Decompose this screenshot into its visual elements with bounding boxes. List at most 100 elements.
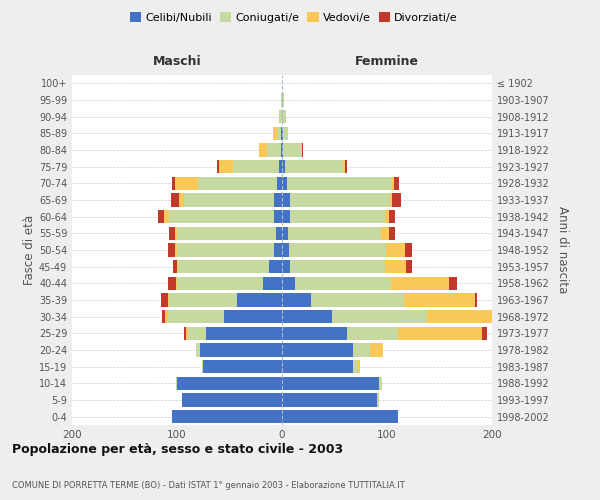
Bar xyxy=(282,176,287,190)
Bar xyxy=(282,310,332,324)
Bar xyxy=(282,94,284,106)
Bar xyxy=(184,194,274,206)
Bar xyxy=(370,344,383,356)
Bar xyxy=(482,326,487,340)
Bar xyxy=(282,226,289,240)
Bar xyxy=(282,394,377,406)
Bar xyxy=(347,326,398,340)
Bar xyxy=(343,160,345,173)
Bar xyxy=(282,344,353,356)
Y-axis label: Fasce di età: Fasce di età xyxy=(23,215,36,285)
Bar xyxy=(282,376,379,390)
Bar xyxy=(263,276,282,290)
Bar xyxy=(164,210,169,224)
Bar xyxy=(390,194,392,206)
Bar xyxy=(177,276,263,290)
Bar xyxy=(259,144,268,156)
Bar xyxy=(385,260,406,274)
Bar xyxy=(269,260,282,274)
Bar xyxy=(178,260,269,274)
Bar xyxy=(389,210,395,224)
Bar xyxy=(282,276,295,290)
Text: Femmine: Femmine xyxy=(355,56,419,68)
Bar xyxy=(282,144,283,156)
Bar xyxy=(311,294,404,306)
Text: Popolazione per età, sesso e stato civile - 2003: Popolazione per età, sesso e stato civil… xyxy=(12,442,343,456)
Bar xyxy=(233,160,279,173)
Bar xyxy=(177,226,276,240)
Bar xyxy=(279,110,280,124)
Bar xyxy=(282,126,283,140)
Bar xyxy=(398,326,482,340)
Legend: Celibi/Nubili, Coniugati/e, Vedovi/e, Divorziati/e: Celibi/Nubili, Coniugati/e, Vedovi/e, Di… xyxy=(126,8,462,28)
Bar xyxy=(237,294,282,306)
Bar xyxy=(404,294,475,306)
Bar xyxy=(389,226,395,240)
Bar xyxy=(272,126,277,140)
Bar xyxy=(277,126,281,140)
Bar xyxy=(475,294,478,306)
Bar xyxy=(175,226,177,240)
Bar xyxy=(427,310,527,324)
Bar xyxy=(166,310,167,324)
Bar xyxy=(200,344,282,356)
Bar xyxy=(282,326,347,340)
Text: COMUNE DI PORRETTA TERME (BO) - Dati ISTAT 1° gennaio 2003 - Elaborazione TUTTIT: COMUNE DI PORRETTA TERME (BO) - Dati IST… xyxy=(12,480,405,490)
Bar xyxy=(406,260,412,274)
Bar xyxy=(405,244,412,256)
Bar xyxy=(167,276,176,290)
Bar xyxy=(158,210,164,224)
Bar xyxy=(392,176,394,190)
Bar xyxy=(282,210,290,224)
Bar xyxy=(184,326,187,340)
Bar xyxy=(171,194,179,206)
Bar xyxy=(385,210,389,224)
Bar xyxy=(172,410,282,424)
Bar xyxy=(345,160,347,173)
Bar xyxy=(392,194,401,206)
Bar xyxy=(219,160,233,173)
Bar xyxy=(161,294,167,306)
Bar xyxy=(173,260,177,274)
Bar xyxy=(274,210,282,224)
Bar xyxy=(282,260,290,274)
Bar xyxy=(175,176,198,190)
Bar xyxy=(162,310,166,324)
Bar xyxy=(283,144,302,156)
Bar xyxy=(274,194,282,206)
Bar xyxy=(277,176,282,190)
Bar xyxy=(285,160,343,173)
Bar xyxy=(353,360,358,374)
Bar xyxy=(332,310,427,324)
Bar xyxy=(381,226,389,240)
Bar xyxy=(169,210,274,224)
Bar xyxy=(527,310,537,324)
Bar xyxy=(290,194,390,206)
Bar xyxy=(282,360,353,374)
Bar xyxy=(176,376,177,390)
Bar xyxy=(187,326,206,340)
Bar xyxy=(268,144,281,156)
Bar xyxy=(274,244,282,256)
Bar xyxy=(290,210,385,224)
Bar xyxy=(224,310,282,324)
Bar xyxy=(177,376,282,390)
Bar xyxy=(449,276,457,290)
Bar xyxy=(282,244,289,256)
Bar xyxy=(172,176,175,190)
Bar xyxy=(290,260,385,274)
Bar xyxy=(358,360,360,374)
Bar xyxy=(377,394,379,406)
Bar xyxy=(280,110,282,124)
Bar xyxy=(282,410,398,424)
Bar xyxy=(282,294,311,306)
Bar xyxy=(217,160,219,173)
Bar xyxy=(177,244,274,256)
Text: Maschi: Maschi xyxy=(152,56,202,68)
Bar xyxy=(203,360,282,374)
Bar xyxy=(279,160,282,173)
Bar xyxy=(302,144,303,156)
Bar xyxy=(169,294,237,306)
Bar xyxy=(281,126,282,140)
Bar xyxy=(386,244,405,256)
